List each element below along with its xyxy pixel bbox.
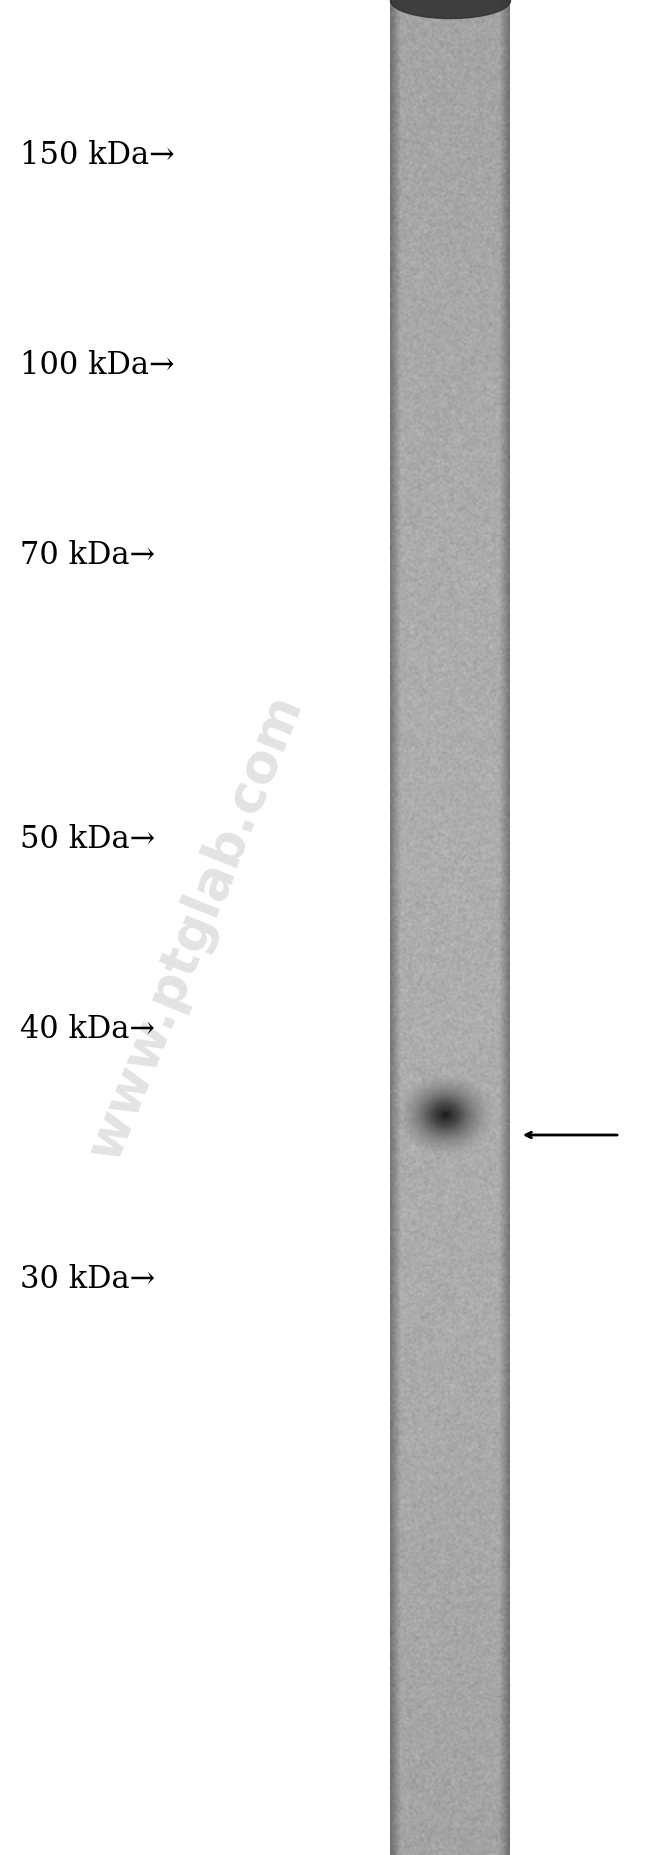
Text: www.ptglab.com: www.ptglab.com	[78, 686, 312, 1169]
Text: 40 kDa→: 40 kDa→	[20, 1015, 155, 1046]
Text: 150 kDa→: 150 kDa→	[20, 139, 175, 171]
Text: 70 kDa→: 70 kDa→	[20, 540, 155, 571]
Text: 100 kDa→: 100 kDa→	[20, 349, 174, 380]
Text: 50 kDa→: 50 kDa→	[20, 824, 155, 855]
Text: 30 kDa→: 30 kDa→	[20, 1265, 155, 1295]
